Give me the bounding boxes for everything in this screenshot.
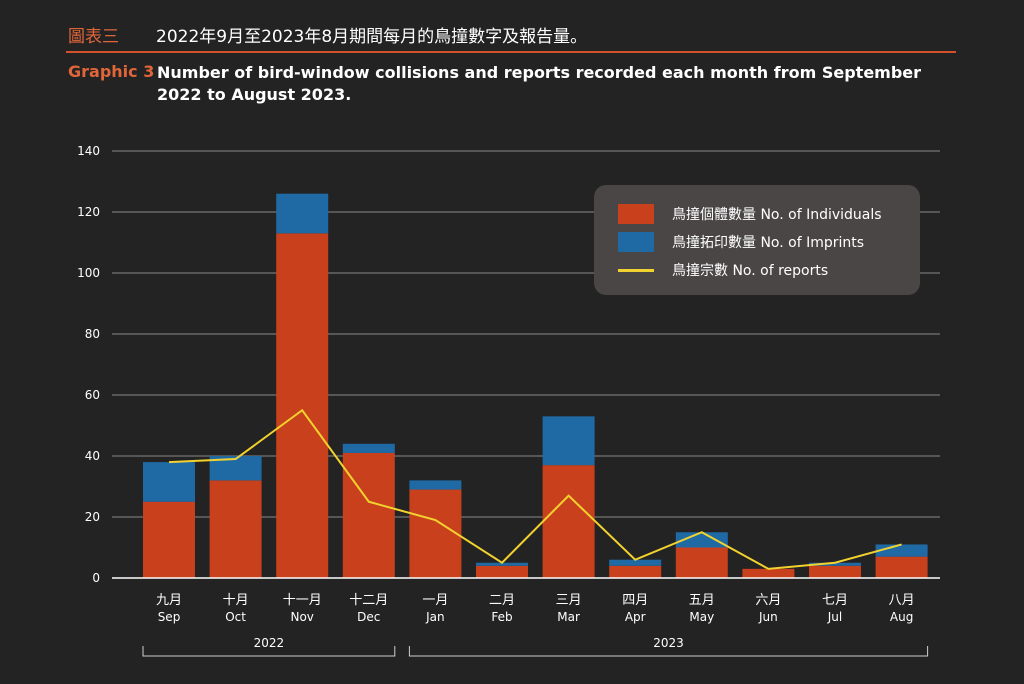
x-tick-label-en: Sep <box>158 610 181 624</box>
bar-individuals <box>809 565 861 578</box>
year-label: 2022 <box>254 636 285 650</box>
year-bracket <box>408 646 929 657</box>
english-figure-title: Number of bird-window collisions and rep… <box>157 63 922 104</box>
legend-item-imprints: 鳥撞拓印數量 No. of Imprints <box>618 231 864 253</box>
bar-individuals <box>609 565 662 578</box>
bar-imprints <box>609 559 662 566</box>
x-tick-label-en: Aug <box>890 610 913 624</box>
y-tick-label: 20 <box>85 510 100 524</box>
x-tick-label-zh: 六月 <box>755 593 781 608</box>
chinese-figure-title: 2022年9月至2023年8月期間每月的鳥撞數字及報告量。 <box>156 27 588 47</box>
bar-individuals <box>742 568 795 578</box>
legend-swatch-reports <box>618 268 654 272</box>
x-tick-label-en: Apr <box>625 610 646 624</box>
bar-imprints <box>542 416 595 466</box>
y-tick-label: 80 <box>85 327 100 341</box>
legend-label-imprints: 鳥撞拓印數量 No. of Imprints <box>672 235 865 251</box>
x-tick-label-zh: 五月 <box>689 593 715 608</box>
legend-label-reports: 鳥撞宗數 No. of reports <box>672 263 829 279</box>
bar-individuals <box>342 452 395 578</box>
x-tick-label-en: May <box>689 610 714 624</box>
bar-imprints <box>143 462 195 502</box>
bar-individuals <box>675 547 728 578</box>
x-tick-label-zh: 三月 <box>556 593 582 608</box>
legend-swatch-individuals <box>618 204 654 224</box>
x-tick-label-en: Oct <box>225 610 246 624</box>
bar-imprints <box>875 544 928 557</box>
x-tick-label-zh: 十月 <box>223 593 249 608</box>
legend-label-individuals: 鳥撞個體數量 No. of Individuals <box>672 207 882 223</box>
chinese-figure-label: 圖表三 <box>68 27 119 47</box>
x-tick-label-zh: 七月 <box>822 593 848 608</box>
bar-individuals <box>542 465 595 578</box>
year-label: 2023 <box>653 636 684 650</box>
x-tick-label-zh: 十一月 <box>283 593 322 608</box>
bar-individuals <box>143 501 195 578</box>
x-tick-label-en: Mar <box>557 610 580 624</box>
bar-individuals <box>476 565 528 578</box>
legend-swatch-imprints <box>618 232 654 252</box>
y-tick-label: 140 <box>77 144 100 158</box>
y-tick-label: 40 <box>85 449 100 463</box>
year-bracket <box>142 646 396 657</box>
bar-individuals <box>409 489 462 578</box>
x-tick-label-en: Jul <box>827 610 842 624</box>
y-tick-label: 0 <box>92 571 100 585</box>
x-tick-label-zh: 一月 <box>422 593 448 608</box>
legend-item-reports: 鳥撞宗數 No. of reports <box>618 259 828 281</box>
bar-imprints <box>476 562 528 566</box>
bar-individuals <box>875 556 928 578</box>
x-tick-label-zh: 八月 <box>889 593 915 608</box>
bar-imprints <box>342 443 395 453</box>
bar-imprints <box>675 532 728 548</box>
x-tick-label-en: Nov <box>290 610 313 624</box>
bar-individuals <box>276 233 329 578</box>
english-figure-label: Graphic 3 <box>68 62 155 81</box>
y-tick-label: 60 <box>85 388 100 402</box>
x-tick-label-zh: 九月 <box>156 593 182 608</box>
y-tick-label: 100 <box>77 266 100 280</box>
x-tick-label-en: Dec <box>357 610 380 624</box>
y-tick-label: 120 <box>77 205 100 219</box>
x-tick-label-zh: 十二月 <box>349 593 388 608</box>
chart-legend: 鳥撞個體數量 No. of Individuals 鳥撞拓印數量 No. of … <box>594 185 920 295</box>
legend-item-individuals: 鳥撞個體數量 No. of Individuals <box>618 203 882 225</box>
bar-imprints <box>809 562 861 566</box>
x-tick-label-en: Jan <box>425 610 445 624</box>
x-tick-label-zh: 二月 <box>489 593 515 608</box>
x-tick-label-en: Jun <box>758 610 778 624</box>
x-tick-label-zh: 四月 <box>622 593 648 608</box>
header-divider <box>66 51 956 53</box>
bar-individuals <box>209 480 262 578</box>
x-tick-label-en: Feb <box>491 610 512 624</box>
bar-imprints <box>409 480 462 490</box>
reports-line <box>168 408 902 570</box>
bar-imprints <box>276 193 329 234</box>
